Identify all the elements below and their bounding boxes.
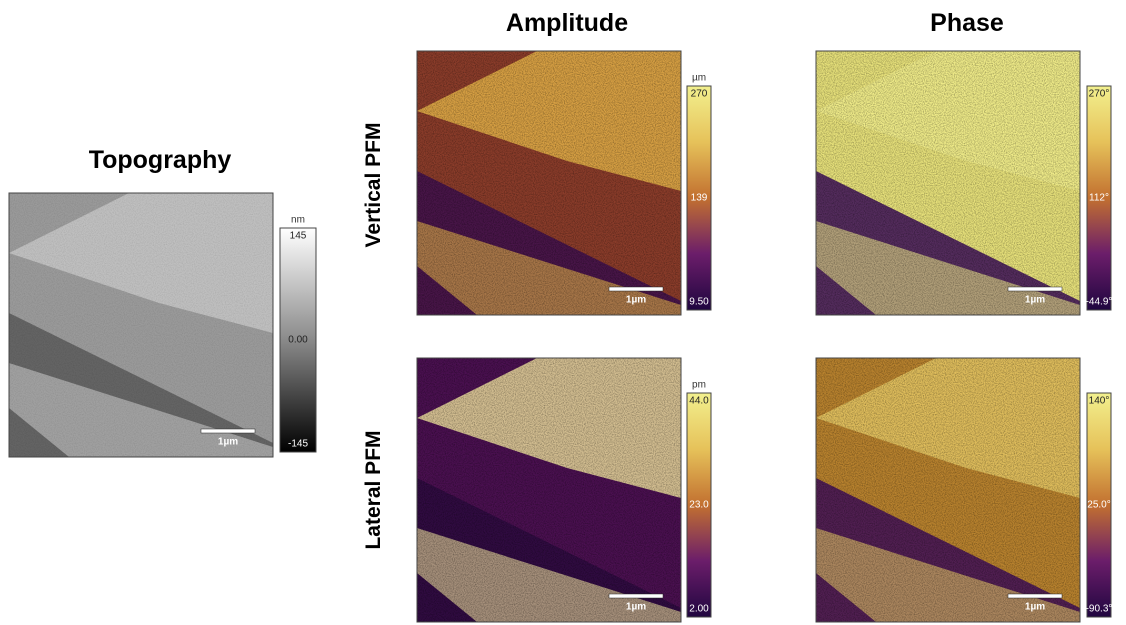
scale-bar-label: 1µm (626, 295, 646, 306)
scale-bar-label: 1µm (626, 602, 646, 613)
colorbar-mid: 25.0° (1087, 500, 1110, 511)
page: Topography Amplitude Phase Vertical PFM … (0, 0, 1126, 625)
colorbar-max: 145 (290, 231, 307, 242)
afm-image (417, 51, 681, 315)
scale-bar (1008, 594, 1062, 598)
colorbar-min: 9.50 (689, 297, 709, 308)
scale-bar (609, 287, 663, 291)
colorbar-max: 270 (691, 89, 708, 100)
colorbar-min: 2.00 (689, 604, 709, 615)
colorbar-max: 44.0 (689, 396, 709, 407)
colorbar-unit: µm (692, 73, 706, 84)
noise (417, 51, 681, 315)
colorbar-mid: 23.0 (689, 500, 709, 511)
scale-bar-label: 1µm (1025, 602, 1045, 613)
title: Amplitude (506, 9, 628, 37)
row-label: Lateral PFM (362, 430, 385, 549)
noise (417, 358, 681, 622)
scale-bar-label: 1µm (218, 437, 238, 448)
afm-image (816, 358, 1080, 622)
scale-bar (201, 429, 255, 433)
colorbar-unit: nm (291, 215, 305, 226)
afm-image (9, 193, 273, 457)
colorbar-mid: 139 (691, 193, 708, 204)
title: Topography (89, 146, 232, 174)
figure: Topography Amplitude Phase Vertical PFM … (0, 0, 1126, 625)
colorbar-min: -90.3° (1086, 604, 1113, 615)
row-label: Vertical PFM (362, 123, 385, 248)
colorbar-min: -145 (288, 439, 308, 450)
colorbar-mid: 112° (1089, 193, 1109, 204)
noise (816, 358, 1080, 622)
colorbar-max: 140° (1089, 396, 1110, 407)
afm-image (417, 358, 681, 622)
noise (816, 51, 1080, 315)
colorbar-mid: 0.00 (288, 335, 308, 346)
scale-bar (609, 594, 663, 598)
colorbar-unit: pm (692, 380, 706, 391)
colorbar-min: -44.9° (1086, 297, 1113, 308)
noise (9, 193, 273, 457)
title: Phase (930, 9, 1004, 37)
colorbar-max: 270° (1089, 89, 1110, 100)
scale-bar-label: 1µm (1025, 295, 1045, 306)
afm-image (816, 51, 1080, 315)
scale-bar (1008, 287, 1062, 291)
